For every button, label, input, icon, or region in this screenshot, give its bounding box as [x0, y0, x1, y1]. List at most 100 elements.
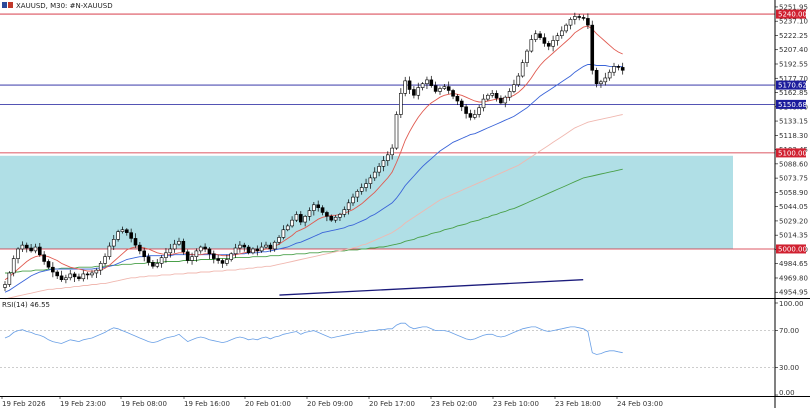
- candle-body: [98, 263, 103, 271]
- candle-body: [512, 84, 516, 92]
- candle-body: [64, 277, 68, 281]
- candle-body: [20, 244, 25, 250]
- candle-body: [607, 71, 612, 79]
- candle-body: [116, 231, 120, 240]
- price-tick-label: 5088.60: [779, 160, 808, 168]
- candle-body: [94, 269, 99, 274]
- chart-header: XAUUSD, M30: #N-XAUUSD: [2, 2, 113, 10]
- candle-body: [555, 35, 560, 41]
- candle-body: [573, 16, 577, 20]
- candle-body: [494, 93, 499, 99]
- candle-body: [159, 257, 164, 264]
- candle-body: [238, 244, 242, 249]
- candle-body: [620, 67, 625, 71]
- candle-body: [3, 284, 7, 288]
- time-tick-label: 19 Feb 08:00: [121, 400, 167, 408]
- candle-body: [538, 33, 542, 38]
- candle-body: [346, 202, 351, 210]
- ma-green-line: [5, 168, 623, 274]
- candle-body: [272, 241, 277, 250]
- candle-body: [546, 43, 551, 47]
- price-tick-label: 5162.85: [779, 89, 808, 97]
- candle-body: [372, 171, 377, 179]
- candle-body: [503, 96, 508, 104]
- candle-body: [525, 50, 529, 63]
- candle-body: [568, 19, 573, 26]
- price-tick-label: 4969.80: [779, 274, 808, 282]
- candle-body: [225, 259, 229, 264]
- candle-body: [37, 246, 42, 256]
- chart-title: XAUUSD, M30: #N-XAUUSD: [16, 2, 113, 10]
- candle-body: [303, 216, 307, 223]
- price-tick-label: 5073.75: [779, 175, 808, 183]
- candle-body: [329, 216, 334, 221]
- level-label: 5170.62: [778, 82, 807, 90]
- candle-body: [142, 250, 146, 257]
- candle-body: [325, 212, 329, 217]
- candle-body: [216, 258, 220, 261]
- candle-body: [320, 207, 325, 213]
- candle-body: [164, 252, 168, 258]
- price-tick-label: 5237.10: [779, 18, 808, 26]
- candle-body: [125, 229, 129, 233]
- price-tick-label: 5044.05: [779, 203, 808, 211]
- time-tick-label: 23 Feb 02:00: [431, 400, 477, 408]
- candle-body: [133, 238, 138, 246]
- candle-body: [416, 87, 421, 96]
- price-tick-label: 5058.90: [779, 189, 808, 197]
- rsi-tick-label: 100.00: [779, 300, 804, 308]
- candle-body: [138, 244, 142, 252]
- candle-body: [516, 75, 521, 85]
- candle-body: [338, 214, 342, 218]
- candle-body: [451, 90, 455, 97]
- level-label-box: [776, 80, 806, 90]
- candle-body: [168, 248, 173, 254]
- candle-body: [368, 177, 373, 184]
- time-tick-label: 23 Feb 18:00: [555, 400, 601, 408]
- level-label-box: [776, 244, 806, 254]
- candle-body: [390, 147, 394, 156]
- candle-body: [590, 24, 595, 71]
- level-label-box: [776, 9, 806, 19]
- candle-body: [529, 39, 534, 52]
- ma-pink-line: [4, 114, 623, 300]
- candle-body: [298, 214, 303, 223]
- level-label-box: [776, 148, 806, 158]
- rsi-tick-label: 30.00: [779, 364, 799, 372]
- time-tick-label: 19 Feb 2026: [2, 400, 46, 408]
- candle-body: [468, 113, 473, 118]
- candle-body: [499, 97, 503, 104]
- candle-body: [477, 107, 481, 115]
- level-label: 5240.00: [778, 11, 807, 19]
- candle-body: [111, 239, 116, 247]
- candle-body: [81, 273, 86, 280]
- candle-body: [198, 246, 203, 252]
- candle-body: [246, 246, 251, 254]
- candle-body: [55, 271, 60, 277]
- candle-body: [220, 260, 225, 264]
- candle-body: [68, 273, 73, 279]
- ma-red-line: [4, 25, 623, 281]
- time-tick-label: 19 Feb 16:00: [184, 400, 230, 408]
- time-tick-label: 19 Feb 23:00: [60, 400, 106, 408]
- candle-body: [107, 245, 112, 257]
- candle-body: [29, 247, 33, 252]
- candle-body: [438, 88, 442, 92]
- level-label: 5100.00: [778, 149, 807, 157]
- candle-body: [281, 229, 286, 238]
- candle-body: [90, 272, 94, 276]
- candle-body: [233, 247, 238, 255]
- candle-body: [342, 209, 347, 215]
- candle-body: [151, 262, 155, 267]
- candle-body: [212, 253, 216, 259]
- candle-body: [46, 261, 51, 268]
- candle-body: [268, 244, 273, 250]
- candle-body: [486, 94, 490, 100]
- candle-body: [455, 95, 460, 102]
- candle-body: [351, 196, 355, 204]
- candle-body: [520, 62, 525, 77]
- candle-body: [24, 244, 29, 249]
- candle-body: [285, 225, 290, 231]
- level-label-box: [776, 99, 806, 109]
